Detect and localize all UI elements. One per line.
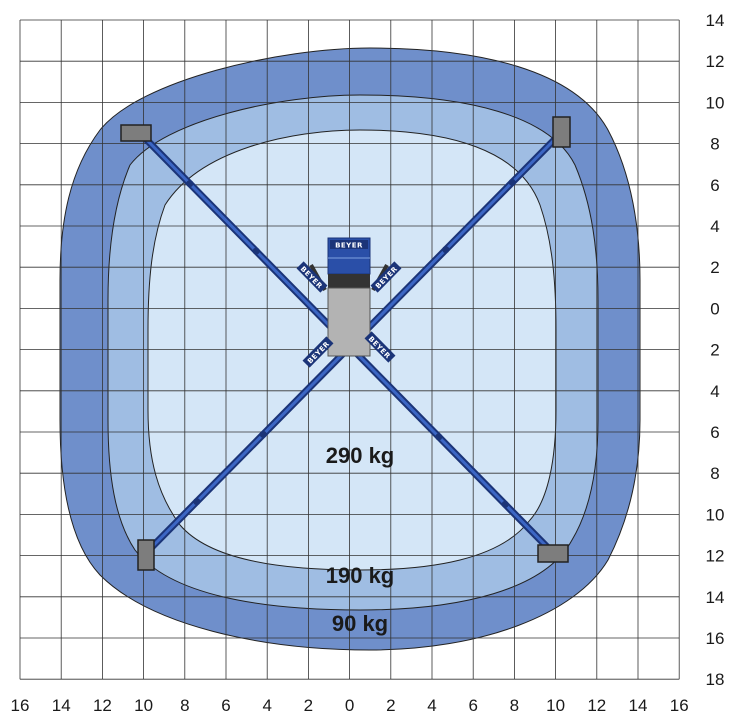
x-tick-label: 16 [11,696,30,715]
boom-joint [259,430,267,438]
y-tick-label: 6 [710,176,719,195]
y-tick-label: 12 [706,547,725,566]
y-tick-label: 8 [710,464,719,483]
x-axis-ticks: 16 14 12 10 8 6 4 2 0 2 4 6 8 10 12 14 16 [11,696,689,715]
boom-joint [501,500,509,508]
brand-label-cab: BEYER [335,242,363,250]
boom-label-bg [302,336,334,368]
x-tick-label: 10 [134,696,153,715]
y-tick-label: 16 [706,629,725,648]
y-tick-label: 14 [706,588,725,607]
boom-joint [252,247,260,255]
y-tick-label: 4 [710,217,719,236]
y-tick-label: 14 [706,11,725,30]
boom-joints [186,178,516,508]
y-tick-label: 12 [706,52,725,71]
boom-label-bg [296,261,328,293]
boom-label-bg [370,261,402,293]
x-tick-label: 12 [587,696,606,715]
x-tick-label: 2 [386,696,395,715]
label-190kg: 190 kg [326,563,395,588]
x-tick-label: 4 [427,696,436,715]
x-tick-label: 12 [93,696,112,715]
boom-joint [193,498,201,506]
y-tick-label: 0 [710,299,719,318]
x-tick-label: 6 [221,696,230,715]
boom-joint [508,178,516,186]
x-tick-label: 0 [345,696,354,715]
machine-engine [328,274,370,288]
y-tick-label: 18 [706,670,725,689]
boom-joint [442,246,450,254]
label-90kg: 90 kg [332,611,388,636]
outrigger-pad-bottom-left [137,539,155,571]
x-tick-label: 14 [629,696,648,715]
y-axis-ticks: 14 12 10 8 6 4 2 0 2 4 6 8 10 12 14 16 18 [706,11,725,689]
y-tick-label: 4 [710,382,719,401]
y-tick-label: 10 [706,93,725,112]
y-tick-label: 2 [710,341,719,360]
y-tick-label: 6 [710,423,719,442]
boom-joint [435,433,443,441]
boom-joint [186,180,194,188]
x-tick-label: 4 [262,696,271,715]
y-tick-label: 2 [710,258,719,277]
x-tick-label: 6 [468,696,477,715]
label-290kg: 290 kg [326,443,395,468]
x-tick-label: 8 [180,696,189,715]
x-tick-label: 8 [510,696,519,715]
x-tick-label: 16 [670,696,689,715]
outrigger-pads [120,116,571,571]
x-tick-label: 10 [546,696,565,715]
machine-chassis [327,287,371,357]
y-tick-label: 10 [706,505,725,524]
outrigger-pad-top-left [120,124,152,142]
brand-plate [330,240,368,249]
outrigger-pad-top-right [552,116,571,148]
y-tick-label: 8 [710,135,719,154]
x-tick-label: 2 [304,696,313,715]
x-tick-label: 14 [52,696,71,715]
outrigger-pad-bottom-right [537,544,569,563]
boom-label-bg [364,331,396,363]
zone-labels: 290 kg 190 kg 90 kg [326,443,395,636]
